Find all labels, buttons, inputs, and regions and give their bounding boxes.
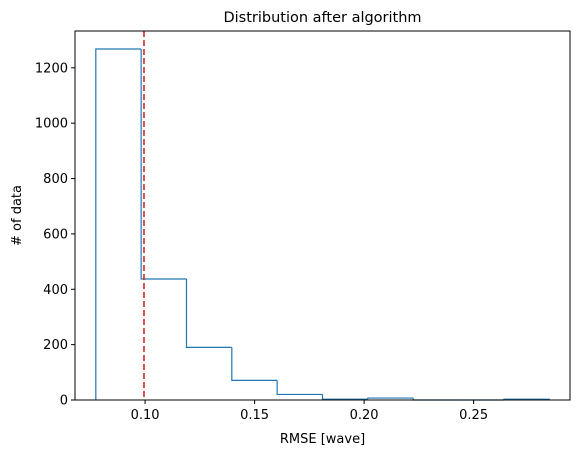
histogram-bin [321, 394, 368, 400]
x-tick-label: 0.15 [240, 408, 269, 423]
x-axis: 0.10 0.15 0.20 0.25 [131, 400, 488, 423]
histogram-bin [140, 48, 187, 280]
y-tick-label: 200 [43, 338, 68, 353]
chart-title: Distribution after algorithm [223, 10, 421, 26]
y-tick-label: 800 [43, 172, 68, 187]
histogram-bin [95, 48, 142, 400]
x-axis-label: RMSE [wave] [280, 432, 365, 447]
y-tick-label: 1000 [35, 117, 68, 132]
histogram-bin [231, 347, 278, 381]
plot-frame [74, 30, 571, 401]
y-tick-label: 1200 [35, 61, 68, 76]
histogram-bin [185, 279, 232, 348]
histogram-bin [367, 397, 414, 400]
histogram-bin [276, 380, 323, 396]
histogram-layer [95, 48, 550, 401]
y-tick-label: 0 [60, 394, 68, 409]
x-tick-label: 0.25 [459, 408, 488, 423]
y-axis: 0 200 400 600 800 1000 1200 [35, 61, 75, 409]
x-tick-label: 0.10 [131, 408, 160, 423]
x-tick-label: 0.20 [350, 408, 379, 423]
y-tick-label: 400 [43, 283, 68, 298]
y-tick-label: 600 [43, 227, 68, 242]
y-axis-label: # of data [10, 185, 25, 246]
